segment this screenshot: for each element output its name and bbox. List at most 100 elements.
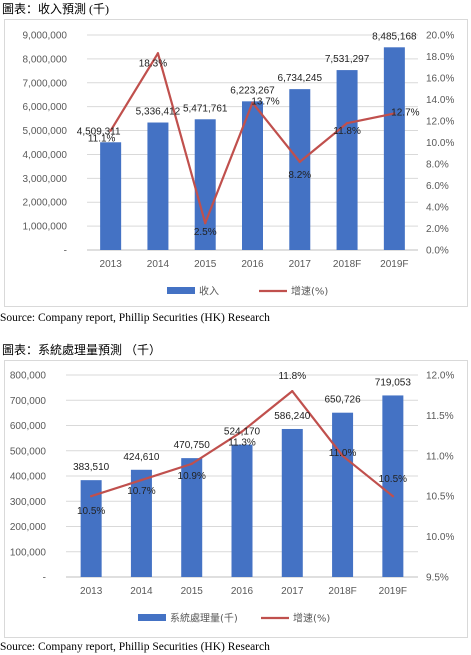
chart-2-title: 圖表：系統處理量預測 （千） (2, 343, 162, 357)
chart-2-source: Source: Company report, Phillip Securiti… (0, 641, 270, 653)
y-right-tick-label: 12.0% (426, 371, 454, 382)
bar-data-label: 470,750 (174, 440, 211, 451)
line-data-label: 11.8% (333, 126, 361, 137)
y-left-tick-label: 500,000 (10, 446, 47, 457)
bar-data-label: 5,471,761 (183, 103, 228, 114)
line-data-label: 10.5% (77, 506, 105, 517)
bar-2019F (383, 47, 405, 250)
bar-data-label: 6,734,245 (278, 73, 323, 84)
y-right-tick-label: 8.0% (426, 160, 449, 171)
chart-1-panel: - 1,000,000 2,000,000 3,000,000 4,000,000 5,0… (4, 19, 468, 307)
x-tick-label: 2016 (231, 586, 254, 597)
growth-point-2017 (298, 160, 301, 164)
line-data-label: 10.7% (127, 486, 155, 497)
y-right-tick-label: 18.0% (426, 52, 454, 63)
bar-2018F (332, 412, 354, 577)
y-right-tick-label: 4.0% (426, 203, 449, 214)
legend-bar-swatch (138, 614, 166, 621)
bar-data-label: 8,485,168 (372, 31, 417, 42)
growth-point-2018F (345, 121, 349, 125)
y-left-tick-label: 400,000 (10, 472, 47, 483)
x-tick-label: 2018F (328, 586, 356, 597)
bar-data-label: 424,610 (123, 452, 160, 463)
line-data-label: 11.0% (329, 448, 357, 459)
y-left-tick-label: 2,000,000 (23, 198, 68, 209)
y-left-tick-label: 5,000,000 (23, 126, 68, 137)
growth-point-2013 (109, 129, 112, 132)
line-data-label: 13.7% (251, 97, 279, 108)
bar-2017 (289, 89, 311, 250)
bar-2015 (194, 119, 216, 251)
y-left-tick-label: 800,000 (10, 371, 47, 382)
bar-2015 (181, 458, 203, 577)
growth-point-2013 (89, 495, 93, 498)
y-right-tick-label: 14.0% (426, 95, 454, 106)
line-data-label: 11.3% (228, 438, 256, 449)
x-tick-label: 2013 (100, 259, 123, 270)
y-left-tick-label: 9,000,000 (23, 31, 68, 42)
x-tick-label: 2014 (147, 259, 170, 270)
line-data-label: 8.2% (288, 170, 311, 181)
x-tick-label: 2017 (281, 586, 304, 597)
y-left-tick-label: 600,000 (10, 421, 47, 432)
x-tick-label: 2013 (80, 586, 103, 597)
bar-2016 (231, 444, 253, 577)
y-left-tick-label: 6,000,000 (23, 102, 68, 113)
y-right-tick-label: 11.5% (426, 411, 454, 422)
bar-data-label: 524,170 (224, 427, 261, 438)
bar-2014 (147, 122, 169, 250)
line-data-label: 10.9% (178, 471, 206, 482)
bar-2016 (242, 101, 263, 250)
y-right-tick-label: 2.0% (426, 224, 449, 235)
line-data-label: 18.3% (139, 58, 167, 69)
bar-data-label: 719,053 (375, 377, 412, 388)
x-tick-label: 2014 (130, 586, 153, 597)
bar-2013 (80, 480, 102, 577)
bar-data-label: 7,531,297 (325, 54, 370, 65)
y-right-tick-label: 10.5% (426, 492, 454, 503)
y-left-tick-label: - (64, 246, 67, 257)
y-left-tick-label: 200,000 (10, 522, 47, 533)
y-left-tick-label: 4,000,000 (23, 150, 68, 161)
line-data-label: 11.1% (88, 134, 116, 145)
y-right-tick-label: 16.0% (426, 74, 454, 85)
line-data-label: 12.7% (391, 107, 419, 118)
growth-point-2016 (240, 430, 244, 433)
line-data-label: 11.8% (278, 371, 306, 382)
y-right-tick-label: 12.0% (426, 117, 454, 128)
bar-data-label: 4,509,311 (77, 126, 121, 137)
x-tick-label: 2016 (241, 259, 264, 270)
bar-data-label: 650,726 (324, 395, 361, 406)
legend-bar-label: 系統處理量(千) (170, 612, 238, 625)
y-right-tick-label: 11.0% (426, 451, 454, 462)
legend-bar-swatch (167, 287, 195, 294)
chart-1-title: 圖表：收入預測 (千) (2, 2, 109, 16)
growth-point-2018F (341, 454, 344, 457)
x-tick-label: 2018F (333, 259, 361, 270)
growth-point-2015 (190, 462, 193, 466)
y-left-tick-label: 100,000 (10, 547, 47, 558)
bar-2018F (336, 70, 358, 250)
y-right-tick-label: 9.5% (426, 573, 449, 584)
y-left-tick-label: 700,000 (10, 396, 47, 407)
y-right-tick-label: 10.0% (426, 532, 454, 543)
y-right-tick-label: 6.0% (426, 181, 449, 192)
y-right-tick-label: 0.0% (426, 246, 449, 257)
y-left-tick-label: 7,000,000 (23, 78, 68, 89)
y-left-tick-label: - (43, 573, 46, 584)
chart-1-plot: - 1,000,000 2,000,000 3,000,000 4,000,000 5,0… (23, 31, 455, 298)
growth-point-2014 (140, 478, 143, 482)
legend-bar-label: 收入 (199, 285, 219, 298)
bar-data-label: 5,336,412 (136, 107, 181, 118)
x-tick-label: 2017 (289, 259, 312, 270)
bar-data-label: 586,240 (274, 411, 311, 422)
x-tick-label: 2015 (181, 586, 204, 597)
chart-2-panel: - 100,000 200,000 300,000 400,000 500,000 600,… (4, 360, 468, 638)
x-tick-label: 2019F (379, 586, 407, 597)
bar-2014 (130, 469, 152, 577)
y-right-tick-label: 10.0% (426, 138, 454, 149)
bar-2017 (281, 428, 303, 577)
bar-data-label: 6,223,267 (230, 85, 275, 96)
y-left-tick-label: 300,000 (10, 497, 47, 508)
x-tick-label: 2019F (380, 259, 408, 270)
